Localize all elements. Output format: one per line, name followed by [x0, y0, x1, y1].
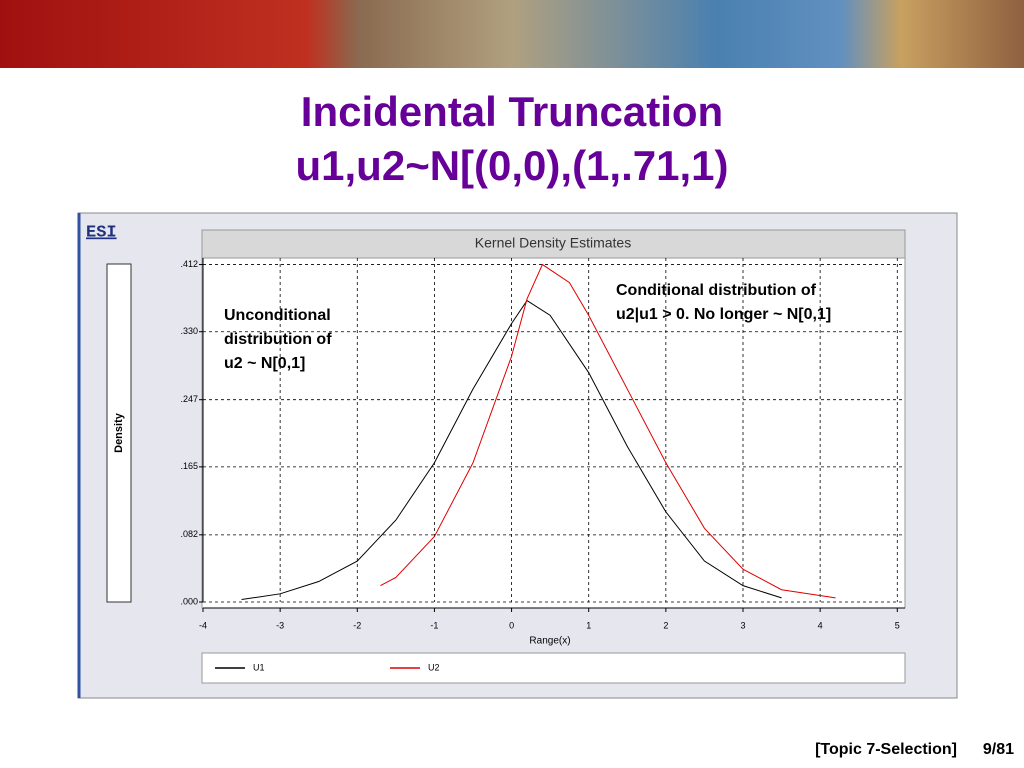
x-tick-label: 2 — [663, 620, 668, 630]
footer: [Topic 7-Selection] — [815, 741, 957, 758]
y-tick-label: .412 — [180, 259, 198, 269]
x-tick-label: -3 — [276, 620, 284, 630]
legend-box — [201, 652, 906, 684]
x-tick-label: 3 — [740, 620, 745, 630]
y-tick-label: .165 — [180, 461, 198, 471]
annotation-text-continued: u2|u1 > 0. No longer ~ N[0,1] — [616, 306, 831, 323]
x-tick-label: -1 — [430, 620, 438, 630]
x-tick-label: 5 — [895, 620, 900, 630]
y-tick-label: .000 — [180, 596, 198, 606]
y-tick-label: .247 — [180, 394, 198, 404]
page-number: 9/81 — [983, 741, 1014, 758]
title-bar — [201, 229, 906, 259]
y-tick-label: .330 — [180, 326, 198, 336]
x-tick-label: 0 — [509, 620, 514, 630]
x-tick-label: 1 — [586, 620, 591, 630]
slide-title: Incidental Truncation — [300, 88, 724, 135]
annotation-text-continued: distribution of — [224, 331, 332, 348]
chart-title: Kernel Density Estimates — [475, 235, 631, 251]
annotation-text-continued: u2 ~ N[0,1] — [224, 355, 305, 372]
y-axis-label: Density — [113, 412, 125, 453]
x-tick-label: -2 — [353, 620, 361, 630]
legend-label: U1 — [253, 662, 265, 672]
annotation: Unconditional distribution of u2 ~ N[0,1] — [224, 307, 332, 372]
banner — [0, 0, 1024, 68]
x-tick-label: 4 — [818, 620, 823, 630]
annotation-text: Conditional distribution of — [616, 282, 817, 299]
legend-label: U2 — [428, 662, 440, 672]
annotation-text: Unconditional — [224, 307, 331, 324]
y-tick-label: .082 — [180, 529, 198, 539]
slide-subtitle: u1,u2~N[(0,0),(1,.71,1) — [295, 142, 729, 189]
x-axis-label: Range(x) — [529, 636, 570, 647]
y-label-box — [106, 263, 132, 603]
series-line — [380, 263, 836, 599]
x-tick-label: -4 — [199, 620, 207, 630]
series-line — [241, 299, 782, 601]
logo: ESI — [86, 223, 117, 242]
